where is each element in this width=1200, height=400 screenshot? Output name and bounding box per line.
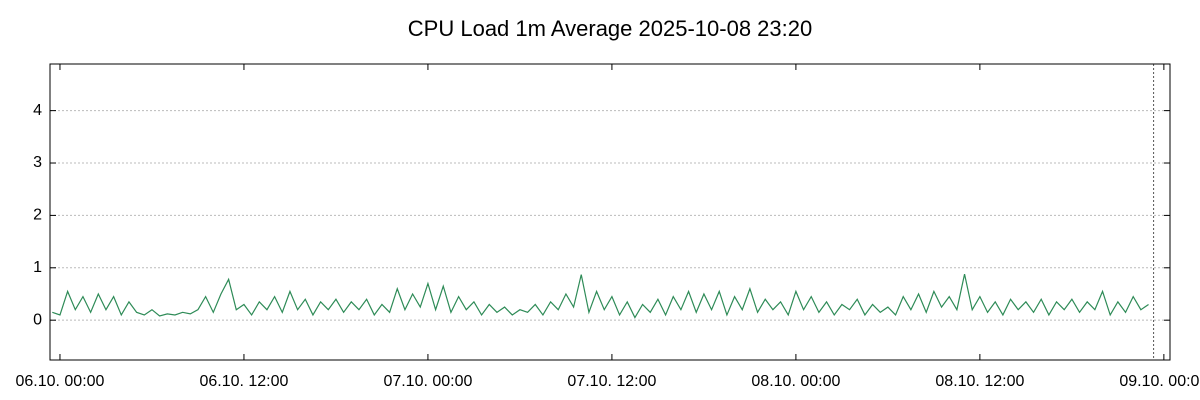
y-tick-label: 2 [33,207,42,224]
x-tick-label: 06.10. 12:00 [199,373,288,390]
plot-frame [49,63,1171,361]
x-tick-label: 08.10. 00:00 [751,373,840,390]
y-tick-label: 4 [33,102,42,119]
y-tick-label: 3 [33,154,42,171]
y-tick-label: 0 [33,311,42,328]
x-tick-label: 09.10. 00:00 [1119,373,1200,390]
chart-title: CPU Load 1m Average 2025-10-08 23:20 [408,16,812,41]
x-tick-label: 08.10. 12:00 [935,373,1024,390]
x-tick-label: 07.10. 12:00 [567,373,656,390]
x-tick-label: 07.10. 00:00 [383,373,472,390]
data-line [52,273,1149,319]
y-tick-label: 1 [33,259,42,276]
x-tick-label: 06.10. 00:00 [15,373,104,390]
